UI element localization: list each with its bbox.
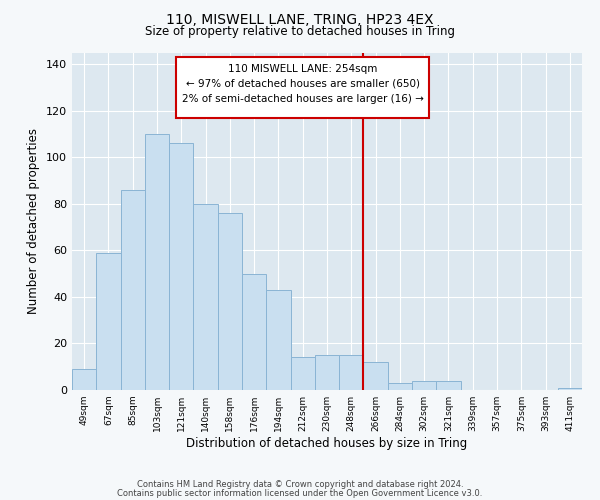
Text: 110, MISWELL LANE, TRING, HP23 4EX: 110, MISWELL LANE, TRING, HP23 4EX — [166, 12, 434, 26]
Bar — [218, 213, 242, 390]
Text: ← 97% of detached houses are smaller (650): ← 97% of detached houses are smaller (65… — [186, 78, 420, 88]
X-axis label: Distribution of detached houses by size in Tring: Distribution of detached houses by size … — [187, 437, 467, 450]
Text: Contains public sector information licensed under the Open Government Licence v3: Contains public sector information licen… — [118, 489, 482, 498]
Bar — [145, 134, 169, 390]
Text: 2% of semi-detached houses are larger (16) →: 2% of semi-detached houses are larger (1… — [182, 94, 424, 104]
FancyBboxPatch shape — [176, 57, 429, 118]
Bar — [436, 380, 461, 390]
Bar — [412, 380, 436, 390]
Bar — [388, 383, 412, 390]
Bar — [169, 144, 193, 390]
Bar — [193, 204, 218, 390]
Text: Contains HM Land Registry data © Crown copyright and database right 2024.: Contains HM Land Registry data © Crown c… — [137, 480, 463, 489]
Bar — [558, 388, 582, 390]
Bar — [290, 358, 315, 390]
Bar — [96, 252, 121, 390]
Bar — [364, 362, 388, 390]
Text: 110 MISWELL LANE: 254sqm: 110 MISWELL LANE: 254sqm — [228, 64, 377, 74]
Bar — [121, 190, 145, 390]
Bar — [339, 355, 364, 390]
Bar — [266, 290, 290, 390]
Bar — [242, 274, 266, 390]
Y-axis label: Number of detached properties: Number of detached properties — [28, 128, 40, 314]
Bar — [315, 355, 339, 390]
Bar — [72, 369, 96, 390]
Text: Size of property relative to detached houses in Tring: Size of property relative to detached ho… — [145, 25, 455, 38]
